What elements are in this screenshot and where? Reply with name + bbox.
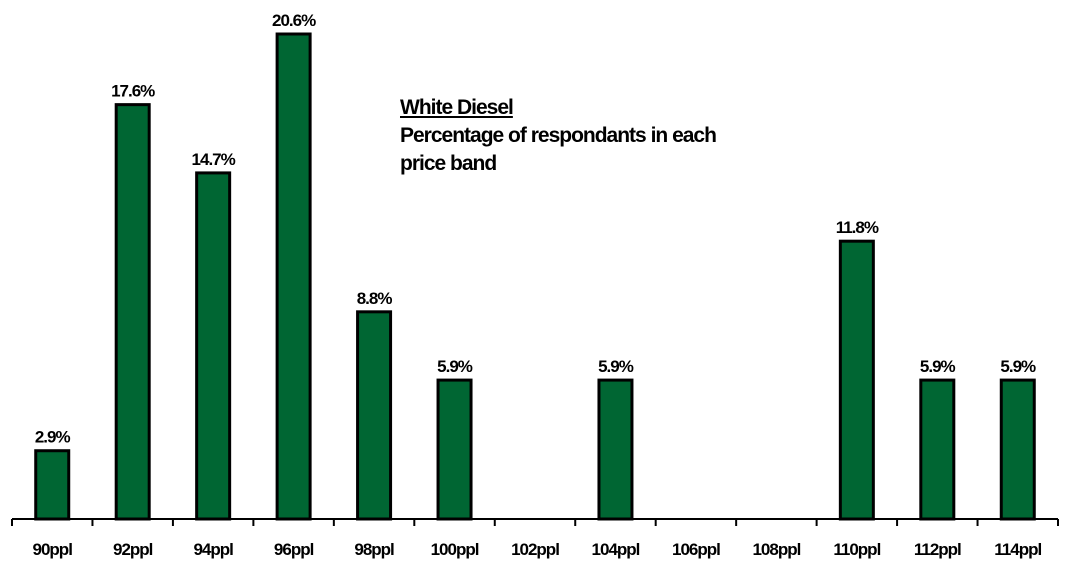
data-label: 5.9%	[437, 357, 473, 376]
x-ticks-group	[11, 519, 1059, 526]
chart-title: White Diesel	[400, 96, 514, 119]
x-tick-label: 112ppl	[914, 540, 961, 559]
data-label: 5.9%	[598, 357, 634, 376]
data-label: 8.8%	[357, 289, 393, 308]
chart-title-block: White Diesel Percentage of respondants i…	[400, 94, 760, 178]
bar	[34, 449, 71, 521]
x-tick-labels-group: 90ppl 92ppl 94ppl 96ppl 98ppl 100ppl 102ppl 104…	[33, 540, 1043, 559]
x-tick-label: 96ppl	[274, 540, 314, 559]
bar	[838, 239, 875, 521]
x-tick-label: 100ppl	[431, 540, 479, 559]
bar	[597, 378, 634, 521]
data-label: 2.9%	[35, 428, 71, 447]
x-tick-label: 110ppl	[833, 540, 880, 559]
x-tick-label: 92ppl	[113, 540, 153, 559]
x-tick-label: 114ppl	[994, 540, 1041, 559]
bar	[999, 378, 1036, 521]
chart-subtitle: Percentage of respondants in each price …	[400, 124, 717, 175]
bar	[114, 103, 151, 521]
x-tick-label: 90ppl	[33, 540, 73, 559]
bar	[275, 32, 312, 521]
data-label: 5.9%	[1000, 357, 1036, 376]
data-label: 17.6%	[111, 82, 155, 101]
data-labels-group: 2.9% 17.6% 14.7% 20.6% 8.8% 5.9% 5.9% 11.8% 5.9%…	[35, 11, 1037, 447]
x-tick-label: 98ppl	[354, 540, 394, 559]
data-label: 14.7%	[192, 150, 236, 169]
bar	[436, 378, 473, 521]
bar	[919, 378, 956, 521]
bar	[195, 171, 232, 521]
x-tick-label: 106ppl	[672, 540, 720, 559]
bars-group	[34, 32, 1036, 521]
x-tick-label: 108ppl	[752, 540, 800, 559]
x-tick-label: 102ppl	[511, 540, 559, 559]
x-tick-label: 104ppl	[592, 540, 640, 559]
data-label: 5.9%	[920, 357, 956, 376]
data-label: 11.8%	[836, 218, 879, 237]
data-label: 20.6%	[272, 11, 316, 30]
x-tick-label: 94ppl	[193, 540, 233, 559]
bar	[356, 310, 393, 521]
